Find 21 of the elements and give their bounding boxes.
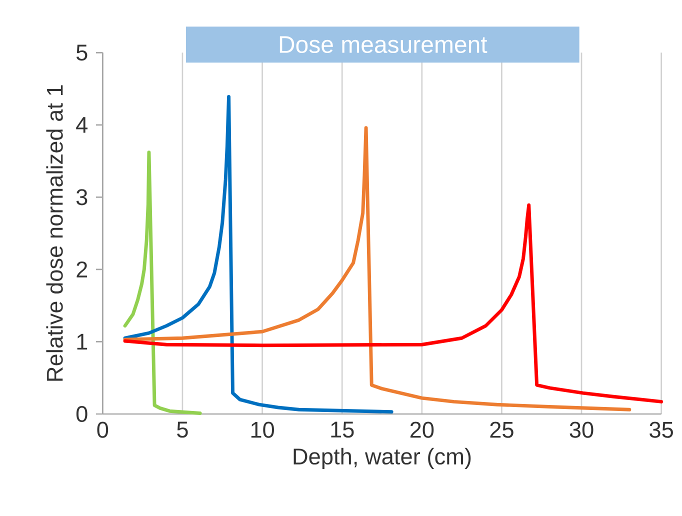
- y-axis-title: Relative dose normalized at 1: [46, 85, 63, 381]
- x-tick-label: 10: [251, 422, 274, 438]
- line-series: [123, 150, 202, 415]
- y-tick-label: 4: [76, 117, 88, 133]
- x-tick-label: 15: [331, 422, 354, 438]
- line-series: [123, 95, 394, 414]
- y-tick-label: 1: [77, 334, 88, 350]
- y-tick-label: 3: [76, 189, 88, 206]
- line-series: [123, 203, 664, 404]
- y-tick-label: 2: [76, 262, 88, 278]
- line-series: [123, 126, 632, 412]
- x-tick-label: 20: [410, 422, 434, 438]
- y-tick-label: 5: [76, 44, 88, 61]
- y-tick-label: 0: [76, 406, 88, 422]
- x-tick-label: 0: [97, 422, 108, 438]
- x-axis-title: Depth, water (cm): [294, 448, 471, 470]
- x-tick-label: 35: [650, 422, 673, 438]
- x-tick-label: 5: [177, 422, 188, 438]
- x-tick-label: 25: [490, 422, 514, 438]
- chart-title: Dose measurement: [280, 36, 488, 54]
- x-tick-label: 30: [570, 422, 594, 438]
